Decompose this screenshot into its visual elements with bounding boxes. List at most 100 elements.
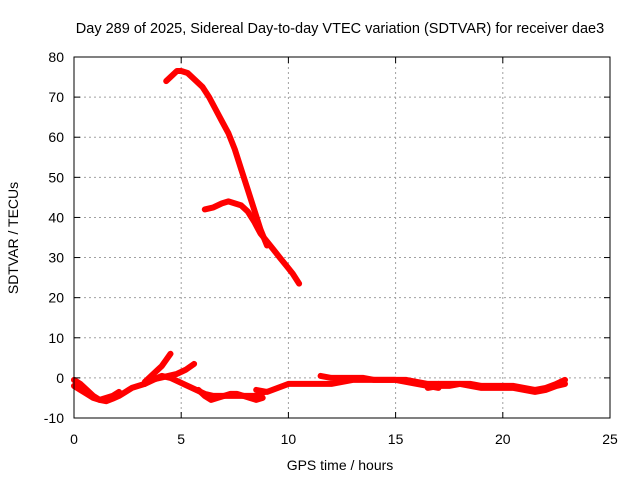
data-point <box>307 381 313 387</box>
data-point <box>212 106 219 112</box>
data-point <box>457 381 463 387</box>
data-point <box>240 393 246 399</box>
data-point <box>245 208 251 214</box>
data-point <box>206 94 212 100</box>
data-point <box>122 389 129 395</box>
data-point <box>425 385 431 391</box>
data-point <box>403 379 409 385</box>
data-point <box>157 375 163 381</box>
data-point <box>135 383 141 389</box>
data-point <box>167 351 174 357</box>
y-tick-label: 60 <box>48 129 64 145</box>
data-point <box>521 387 527 393</box>
data-point <box>264 389 270 395</box>
data-point <box>165 373 171 379</box>
data-point <box>225 130 231 136</box>
data-point <box>562 381 568 387</box>
data-point <box>318 373 324 379</box>
data-point <box>543 387 549 393</box>
data-point <box>510 385 517 391</box>
data-point <box>328 375 334 381</box>
data-point <box>257 230 264 237</box>
data-point <box>318 381 324 387</box>
data-point <box>553 383 560 389</box>
chart-title: Day 289 of 2025, Sidereal Day-to-day VTE… <box>76 21 604 37</box>
data-point <box>234 391 240 397</box>
data-point <box>382 377 388 383</box>
data-point <box>103 395 109 401</box>
plot-frame <box>73 56 611 419</box>
data-point <box>275 385 281 391</box>
data-point <box>210 204 216 210</box>
data-point <box>77 381 83 387</box>
y-tick-label: 40 <box>48 209 64 225</box>
data-point <box>195 387 201 393</box>
grid-lines <box>74 57 610 418</box>
data-point <box>446 383 452 389</box>
data-point <box>110 393 116 399</box>
data-point <box>468 383 474 389</box>
data-point <box>219 200 225 206</box>
data-point <box>277 255 283 261</box>
data-point <box>227 391 234 397</box>
data-point <box>264 238 270 245</box>
data-point <box>148 377 154 383</box>
data-point <box>116 389 122 395</box>
data-point <box>221 393 227 399</box>
data-point <box>174 371 180 377</box>
data-point <box>208 397 214 403</box>
data-point <box>238 166 244 172</box>
y-tick-label: 0 <box>56 370 64 386</box>
data-point <box>225 198 231 204</box>
x-tick-label: 5 <box>177 431 185 447</box>
y-tick-label: 10 <box>48 330 64 346</box>
data-point <box>290 271 296 277</box>
data-point <box>97 397 103 403</box>
data-point <box>178 68 184 74</box>
data-point <box>163 357 169 363</box>
data-point <box>435 383 442 389</box>
data-series <box>71 68 568 405</box>
data-point <box>163 78 169 84</box>
data-point <box>532 389 538 395</box>
y-tick-label: 50 <box>48 169 64 185</box>
x-tick-label: 25 <box>602 431 618 447</box>
data-point <box>328 381 334 387</box>
data-point <box>371 377 377 383</box>
data-point <box>253 397 259 403</box>
data-point <box>489 385 495 391</box>
data-point <box>251 218 257 225</box>
data-point <box>77 387 83 393</box>
data-point <box>296 281 302 287</box>
data-point <box>253 387 259 393</box>
data-point <box>393 377 399 383</box>
data-point <box>219 118 225 124</box>
data-point <box>129 385 135 391</box>
data-point <box>200 84 206 90</box>
data-point <box>155 367 161 373</box>
x-tick-label: 15 <box>388 431 404 447</box>
x-tick-label: 20 <box>495 431 511 447</box>
data-point <box>202 393 208 399</box>
data-point <box>174 68 180 74</box>
data-point <box>238 202 244 208</box>
data-point <box>142 381 148 387</box>
y-tick-label: 80 <box>48 49 64 65</box>
y-tick-label: 20 <box>48 290 64 306</box>
data-point <box>90 395 96 401</box>
data-point <box>251 206 257 212</box>
axis-ticks: 0 5 10 15 20 25 -10 0 10 20 30 40 50 60 70 80 <box>44 49 618 447</box>
data-point <box>232 146 238 152</box>
data-point <box>339 375 345 381</box>
data-point <box>283 263 289 269</box>
data-point <box>350 375 356 381</box>
data-point <box>245 186 251 192</box>
data-point <box>182 367 189 373</box>
y-tick-label: -10 <box>44 410 64 426</box>
x-axis-label: GPS time / hours <box>287 457 394 473</box>
data-point <box>176 379 182 385</box>
data-point <box>247 395 253 401</box>
data-point <box>360 375 366 381</box>
data-point <box>191 76 197 82</box>
